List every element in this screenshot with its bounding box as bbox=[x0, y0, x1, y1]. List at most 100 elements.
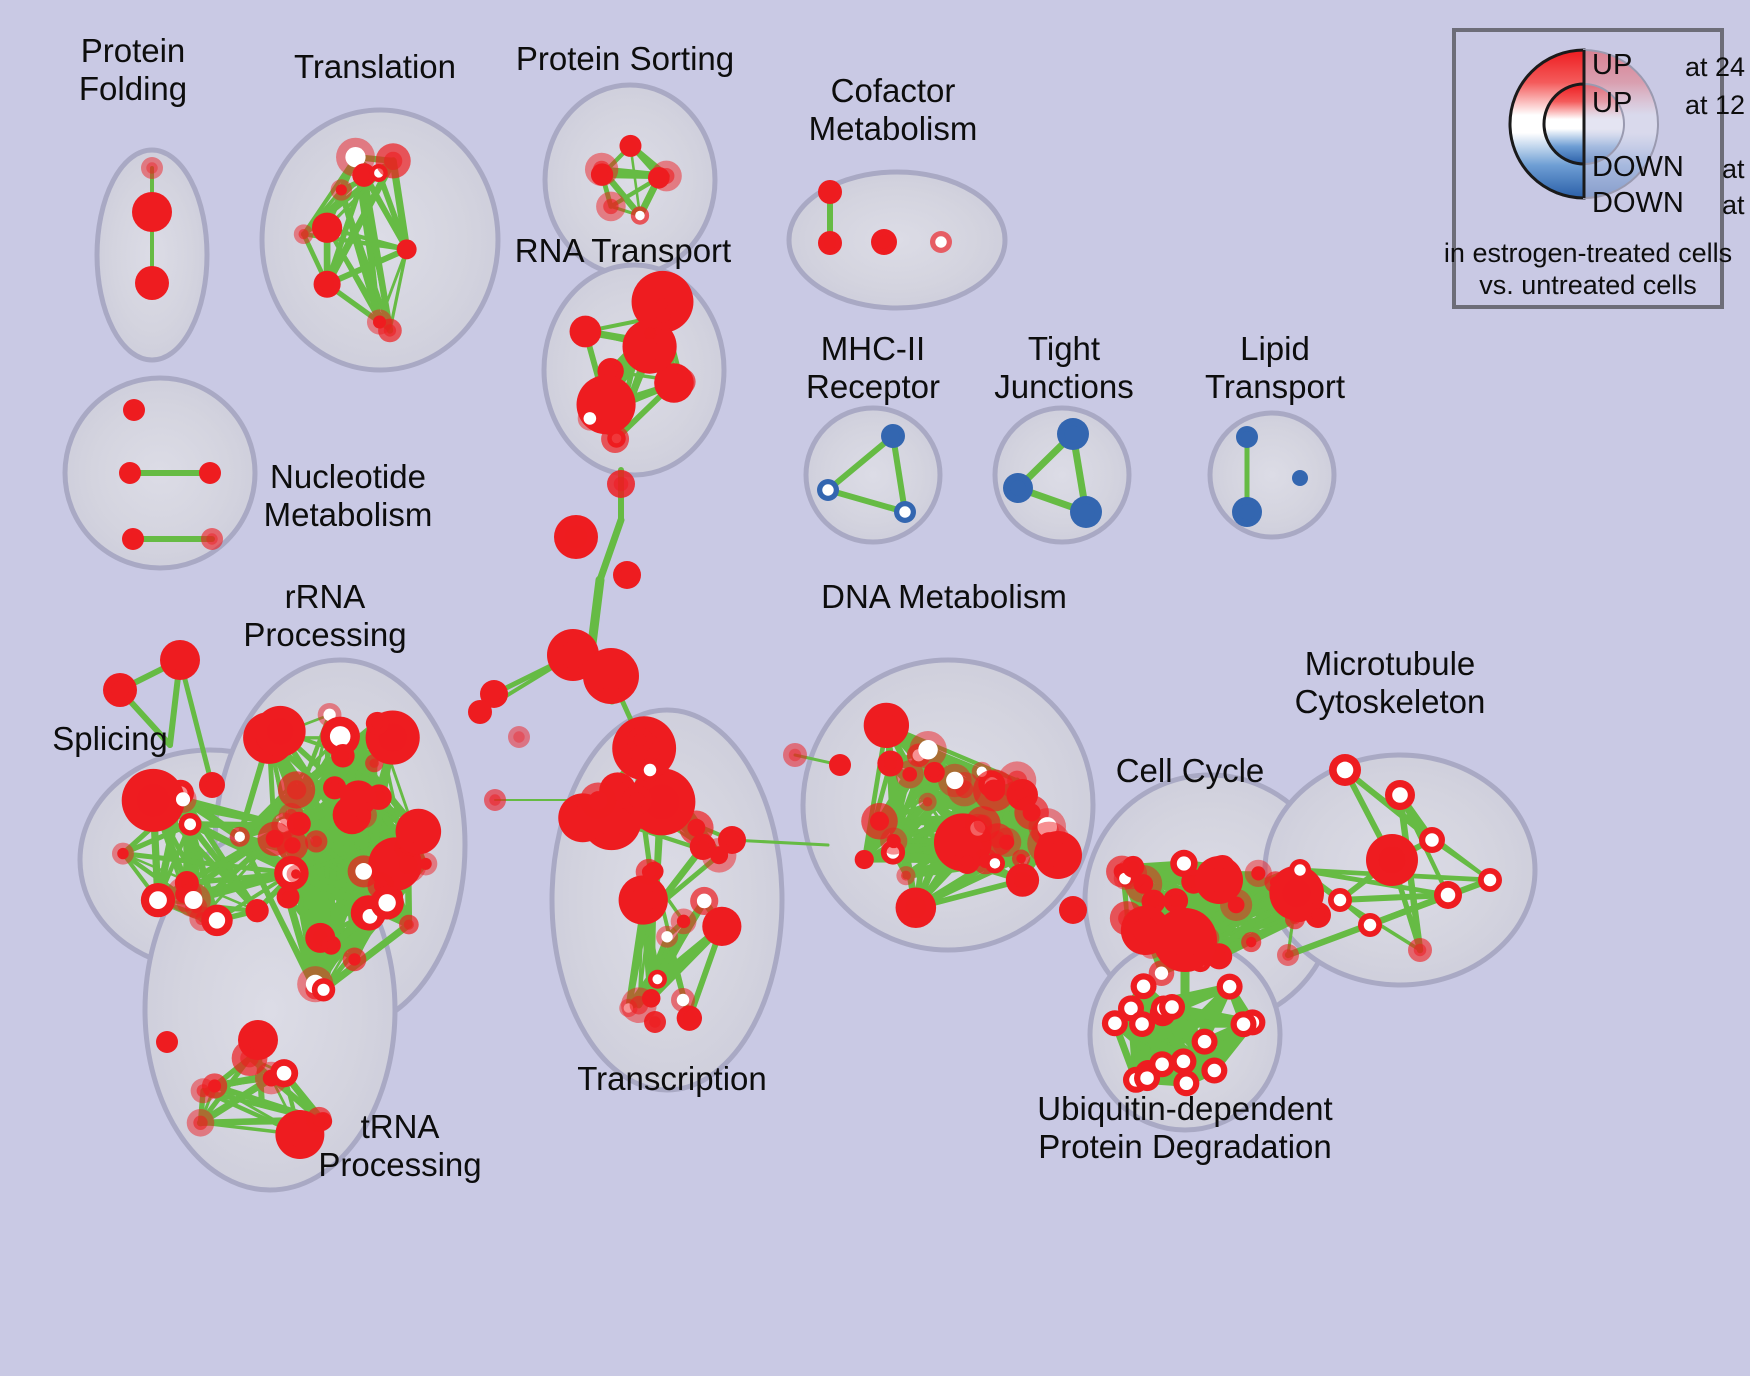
gene-node[interactable] bbox=[984, 853, 1006, 874]
gene-node[interactable] bbox=[877, 750, 904, 777]
gene-node[interactable] bbox=[313, 270, 341, 298]
gene-node[interactable] bbox=[689, 833, 716, 860]
gene-node[interactable] bbox=[630, 206, 650, 225]
gene-node[interactable] bbox=[257, 821, 292, 856]
gene-node[interactable] bbox=[871, 229, 897, 255]
gene-node[interactable] bbox=[651, 292, 673, 315]
gene-node[interactable] bbox=[1232, 497, 1262, 527]
gene-node[interactable] bbox=[1129, 1011, 1156, 1038]
gene-node[interactable] bbox=[1201, 1057, 1228, 1084]
gene-node[interactable] bbox=[480, 680, 508, 708]
gene-node[interactable] bbox=[1329, 754, 1361, 786]
gene-node[interactable] bbox=[1170, 1048, 1197, 1075]
gene-node[interactable] bbox=[1011, 849, 1031, 868]
gene-node[interactable] bbox=[229, 826, 250, 847]
gene-node[interactable] bbox=[1385, 780, 1415, 810]
gene-node[interactable] bbox=[375, 143, 411, 179]
gene-node[interactable] bbox=[311, 978, 336, 1002]
gene-node[interactable] bbox=[644, 1011, 666, 1033]
gene-node[interactable] bbox=[176, 882, 211, 918]
gene-node[interactable] bbox=[199, 462, 221, 484]
gene-node[interactable] bbox=[854, 849, 874, 870]
gene-node[interactable] bbox=[863, 702, 910, 749]
gene-node[interactable] bbox=[671, 988, 695, 1012]
gene-node[interactable] bbox=[829, 754, 851, 776]
gene-node[interactable] bbox=[508, 726, 530, 748]
gene-node[interactable] bbox=[330, 179, 353, 201]
gene-node[interactable] bbox=[350, 801, 377, 829]
gene-node[interactable] bbox=[1122, 855, 1145, 878]
gene-node[interactable] bbox=[918, 792, 937, 811]
gene-node[interactable] bbox=[1159, 994, 1186, 1021]
gene-node[interactable] bbox=[135, 266, 169, 300]
gene-node[interactable] bbox=[618, 875, 668, 925]
gene-node[interactable] bbox=[577, 406, 603, 431]
gene-node[interactable] bbox=[880, 840, 906, 865]
gene-node[interactable] bbox=[1153, 908, 1217, 972]
gene-node[interactable] bbox=[306, 1106, 332, 1133]
gene-node[interactable] bbox=[1408, 938, 1432, 962]
gene-node[interactable] bbox=[320, 716, 360, 757]
gene-node[interactable] bbox=[1328, 888, 1352, 912]
gene-node[interactable] bbox=[111, 842, 134, 865]
gene-node[interactable] bbox=[895, 887, 937, 929]
gene-node[interactable] bbox=[414, 852, 438, 876]
gene-node[interactable] bbox=[1358, 913, 1382, 937]
gene-node[interactable] bbox=[635, 858, 662, 885]
gene-node[interactable] bbox=[395, 808, 442, 855]
gene-node[interactable] bbox=[997, 761, 1037, 800]
gene-node[interactable] bbox=[1059, 896, 1087, 924]
gene-node[interactable] bbox=[1277, 944, 1299, 966]
gene-node[interactable] bbox=[1195, 856, 1243, 904]
gene-node[interactable] bbox=[396, 239, 417, 260]
gene-node[interactable] bbox=[894, 501, 916, 523]
gene-node[interactable] bbox=[861, 802, 898, 840]
gene-node[interactable] bbox=[1419, 827, 1445, 853]
gene-node[interactable] bbox=[342, 947, 367, 972]
gene-node[interactable] bbox=[389, 846, 427, 884]
gene-node[interactable] bbox=[352, 163, 376, 187]
gene-node[interactable] bbox=[1305, 902, 1331, 928]
gene-node[interactable] bbox=[156, 1031, 178, 1053]
gene-node[interactable] bbox=[199, 772, 225, 798]
gene-node[interactable] bbox=[160, 640, 200, 680]
gene-node[interactable] bbox=[245, 899, 269, 923]
gene-node[interactable] bbox=[896, 866, 916, 886]
gene-node[interactable] bbox=[190, 1078, 216, 1104]
gene-node[interactable] bbox=[607, 470, 635, 498]
gene-node[interactable] bbox=[880, 827, 908, 855]
gene-node[interactable] bbox=[1070, 496, 1102, 528]
gene-node[interactable] bbox=[613, 561, 641, 589]
gene-node[interactable] bbox=[186, 1109, 215, 1137]
gene-node[interactable] bbox=[1005, 863, 1040, 897]
gene-node[interactable] bbox=[554, 515, 598, 559]
gene-node[interactable] bbox=[365, 711, 389, 735]
gene-node[interactable] bbox=[1191, 1028, 1218, 1055]
gene-node[interactable] bbox=[399, 914, 419, 935]
gene-node[interactable] bbox=[909, 730, 947, 769]
gene-node[interactable] bbox=[619, 134, 642, 157]
gene-node[interactable] bbox=[169, 785, 197, 813]
gene-node[interactable] bbox=[122, 528, 144, 550]
gene-node[interactable] bbox=[638, 321, 663, 346]
gene-node[interactable] bbox=[174, 870, 199, 896]
gene-node[interactable] bbox=[930, 231, 952, 253]
gene-node[interactable] bbox=[1134, 1065, 1161, 1092]
gene-node[interactable] bbox=[293, 224, 314, 244]
gene-node[interactable] bbox=[1292, 470, 1308, 486]
gene-node[interactable] bbox=[305, 830, 328, 853]
gene-node[interactable] bbox=[622, 785, 652, 815]
gene-node[interactable] bbox=[1101, 1010, 1128, 1037]
gene-node[interactable] bbox=[254, 705, 306, 757]
gene-node[interactable] bbox=[140, 882, 176, 918]
gene-node[interactable] bbox=[954, 849, 980, 874]
gene-node[interactable] bbox=[286, 864, 306, 884]
gene-node[interactable] bbox=[1216, 973, 1243, 1000]
gene-node[interactable] bbox=[627, 727, 653, 753]
gene-node[interactable] bbox=[119, 462, 141, 484]
gene-node[interactable] bbox=[178, 812, 202, 836]
gene-node[interactable] bbox=[818, 231, 842, 255]
gene-node[interactable] bbox=[817, 479, 839, 501]
gene-node[interactable] bbox=[651, 160, 682, 192]
gene-node[interactable] bbox=[468, 700, 492, 724]
